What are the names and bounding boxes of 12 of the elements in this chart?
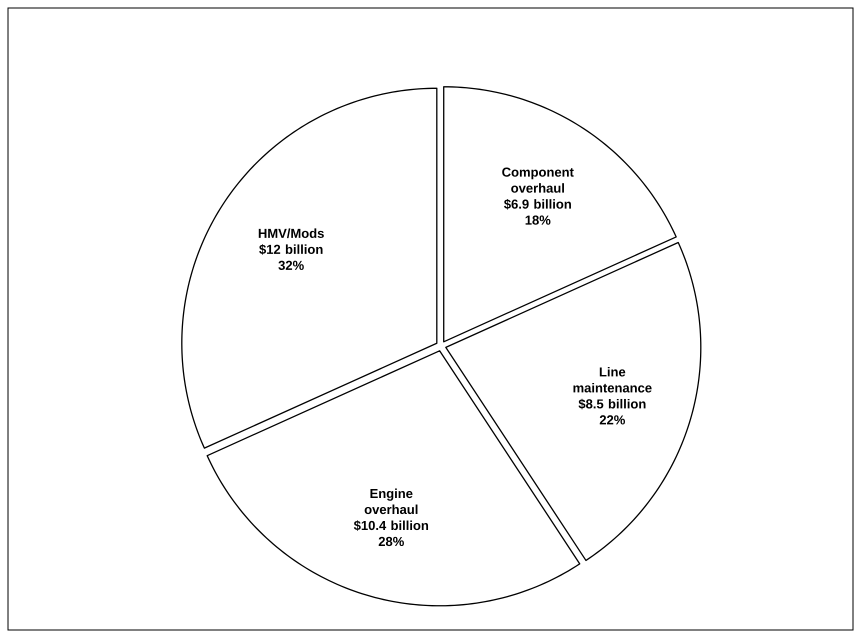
text: 28% <box>378 536 404 546</box>
text: 22% <box>600 415 625 424</box>
text: 32% <box>278 260 304 270</box>
data-label: $6.9 billion <box>504 198 571 210</box>
data-label: $8.5 billion <box>578 398 646 410</box>
slice-label: Component overhaul <box>502 168 574 193</box>
data-label: $10.4 billion <box>354 520 428 531</box>
slice-label: Engine overhaul <box>364 488 418 514</box>
slice-label: HMV/Mods <box>258 228 324 238</box>
slice-label: Line maintenance <box>573 366 652 393</box>
text: 18% <box>526 216 550 225</box>
data-label: $12 billion <box>259 244 322 255</box>
